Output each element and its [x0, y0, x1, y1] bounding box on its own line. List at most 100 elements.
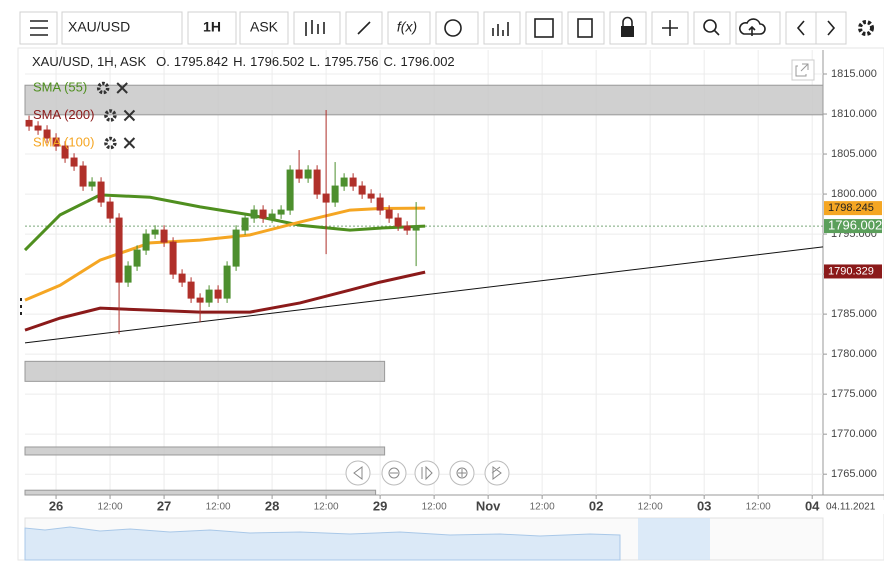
header: XAU/USD, 1H, ASK: [32, 54, 146, 69]
calculator-icon: [577, 18, 593, 38]
reset[interactable]: [414, 460, 440, 486]
price-type: ASK: [250, 19, 279, 35]
legend-remove[interactable]: [116, 82, 128, 94]
symbol-box[interactable]: [61, 11, 183, 45]
back-button[interactable]: [785, 11, 817, 45]
price-tag: [824, 201, 882, 216]
left-handle: [20, 298, 22, 315]
candle-body: [358, 185, 366, 195]
sma-line: [24, 206, 426, 302]
legend-remove[interactable]: [123, 109, 136, 122]
ohlc-label: O.: [156, 54, 170, 69]
y-tick-label: 1810.000: [831, 108, 877, 120]
candle-body: [196, 297, 204, 303]
zoom-icon: [703, 19, 717, 33]
x-tick-label: 12:00: [638, 502, 663, 513]
x-tick-label: 12:00: [314, 502, 339, 513]
navigator: [24, 517, 824, 561]
info-button[interactable]: [435, 11, 479, 45]
navigator-area: [24, 526, 621, 561]
trendline: [24, 246, 824, 344]
menu-icon: [30, 20, 48, 36]
zone: [24, 489, 377, 496]
crosshair-icon: [662, 20, 678, 36]
price-tag: [824, 219, 882, 234]
candle-body: [97, 181, 105, 203]
info-icon: [444, 19, 462, 37]
candle-body: [322, 193, 330, 203]
candle-body: [223, 265, 231, 299]
calculator-button[interactable]: [567, 11, 605, 45]
candle-body: [268, 213, 276, 219]
legend-entry: SMA (100): [33, 134, 94, 149]
zone: [24, 84, 824, 116]
popout-button[interactable]: [791, 59, 815, 81]
candle-body: [349, 177, 357, 187]
candle-body: [52, 137, 60, 147]
function-button[interactable]: [387, 11, 431, 45]
candle-body: [313, 169, 321, 195]
zoom-in-icon: [456, 467, 468, 479]
candle-body: [304, 169, 312, 179]
legend-settings[interactable]: [96, 81, 110, 95]
candle-body: [160, 229, 168, 243]
candle-body: [187, 281, 195, 299]
scroll-left[interactable]: [345, 460, 371, 486]
legend-settings[interactable]: [104, 136, 117, 150]
candle-body: [34, 125, 42, 131]
legend-remove[interactable]: [123, 137, 136, 149]
candle-body: [133, 249, 141, 267]
legend-settings[interactable]: [104, 109, 117, 122]
x-tick-label: Nov: [476, 498, 501, 513]
x-tick-label: 12:00: [422, 502, 447, 513]
interval: 1H: [203, 19, 221, 35]
zone: [24, 446, 386, 456]
price-tag-label: 1798.245: [828, 202, 874, 214]
upload-button[interactable]: [735, 11, 781, 45]
cloud-icon: [739, 18, 766, 36]
plot: 1765.000 1770.000 1775.000 1780.000 1785.000…: [23, 50, 884, 514]
zoom-button[interactable]: [693, 11, 731, 45]
candle-body: [214, 289, 222, 299]
price-tag-label: 1796.002: [828, 218, 882, 233]
candle-body: [277, 209, 285, 215]
volume-icon: [492, 22, 509, 36]
popout-icon: [795, 63, 809, 77]
y-tick-label: 1775.000: [831, 388, 877, 400]
ohlc-label: C.: [383, 54, 396, 69]
candle-body: [250, 209, 258, 219]
price-type-button[interactable]: [239, 11, 289, 45]
candle-body: [331, 185, 339, 203]
toolbar: XAU/USD 1H ASK f(x): [19, 11, 874, 45]
candle-body: [385, 209, 393, 219]
candle-body: [259, 209, 267, 219]
candle-body: [151, 229, 159, 235]
sma-line: [23, 193, 426, 252]
navigator-window[interactable]: [638, 518, 710, 560]
candle-body: [61, 145, 69, 159]
ohlc-value: 1796.002: [400, 54, 454, 69]
x-tick-label: 12:00: [746, 502, 771, 513]
candle-body: [340, 177, 348, 187]
volume-button[interactable]: [483, 11, 521, 45]
candle-body: [106, 201, 114, 219]
forward-button[interactable]: [815, 11, 847, 45]
nav-icons: [353, 465, 502, 481]
interval-button[interactable]: [187, 11, 237, 45]
candle-body: [286, 169, 294, 211]
y-tick-label: 1800.000: [831, 188, 877, 200]
settings-icon[interactable]: [858, 20, 874, 36]
ohlc-label: L.: [309, 54, 320, 69]
x-end-label: 04.11.2021: [826, 502, 876, 513]
lock-icon: [621, 26, 634, 37]
scroll-right[interactable]: [484, 460, 510, 486]
x-tick-label: 02: [589, 498, 603, 513]
ohlc-value: 1796.502: [250, 54, 304, 69]
x-tick-label: 12:00: [206, 502, 231, 513]
price-tag: [824, 264, 882, 279]
candle-body: [205, 289, 213, 303]
legend-entry: SMA (200): [33, 107, 94, 122]
calendar-button[interactable]: [525, 11, 563, 45]
chart-type-button[interactable]: [293, 11, 341, 45]
x-tick-label: 12:00: [98, 502, 123, 513]
